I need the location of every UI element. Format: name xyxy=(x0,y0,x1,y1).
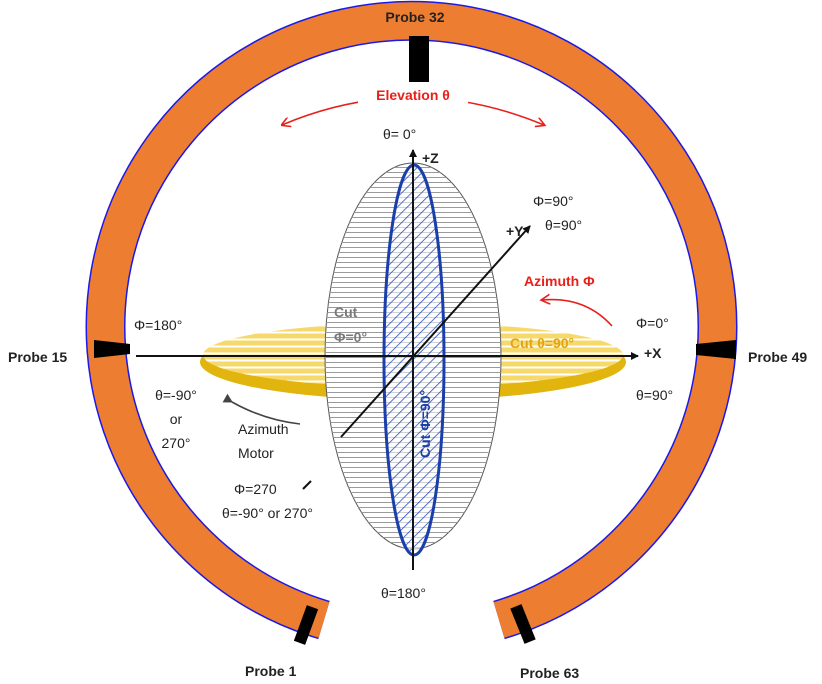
probe-63-marker xyxy=(510,604,536,644)
theta-or-label: or xyxy=(170,411,183,427)
probe-49-label: Probe 49 xyxy=(748,349,807,365)
cut-phi0-label-1: Cut xyxy=(334,304,358,320)
azimuth-motor-arrow xyxy=(222,393,301,425)
theta-0-label: θ= 0° xyxy=(383,126,416,142)
z-axis-label: +Z xyxy=(422,150,439,166)
cut-phi0-label-2: Φ=0° xyxy=(334,329,367,345)
elevation-label: Elevation θ xyxy=(376,87,450,103)
probe-1-marker xyxy=(293,605,319,645)
probe-1-label: Probe 1 xyxy=(245,663,297,679)
azimuth-label: Azimuth Φ xyxy=(524,273,595,289)
probe-32-label: Probe 32 xyxy=(385,9,444,25)
phi-90-label: Φ=90° xyxy=(533,193,574,209)
azimuth-arrow xyxy=(542,300,613,327)
probe-15-marker xyxy=(94,340,130,358)
probe-63-label: Probe 63 xyxy=(520,665,579,681)
probe-32-marker xyxy=(409,36,429,82)
y-axis xyxy=(340,225,531,438)
x-axis-label: +X xyxy=(644,345,662,361)
azimuth-motor-label-2: Motor xyxy=(238,445,274,461)
probe-49-marker xyxy=(696,340,736,359)
phi270-tick xyxy=(302,480,312,490)
elevation-label-bg xyxy=(358,86,468,104)
y-axis-label: +Y xyxy=(506,223,524,239)
phi-270-label: Φ=270 xyxy=(234,481,277,497)
cut-theta90-label: Cut θ=90° xyxy=(510,335,574,351)
probe-ring-fill xyxy=(87,2,736,638)
azimuth-motor-label-1: Azimuth xyxy=(238,421,289,437)
phi-180-label: Φ=180° xyxy=(134,317,182,333)
theta-neg90-label: θ=-90° xyxy=(155,387,197,403)
theta-180-label: θ=180° xyxy=(381,585,426,601)
theta-270-bottom-label: θ=-90° or 270° xyxy=(222,505,313,521)
theta-90-x-label: θ=90° xyxy=(636,387,673,403)
cut-phi90-label: Cut Φ=90° xyxy=(417,390,433,458)
theta-90-y-label: θ=90° xyxy=(545,217,582,233)
probe-15-label: Probe 15 xyxy=(8,349,67,365)
phi-0-label: Φ=0° xyxy=(636,315,669,331)
theta-270-label: 270° xyxy=(162,435,191,451)
